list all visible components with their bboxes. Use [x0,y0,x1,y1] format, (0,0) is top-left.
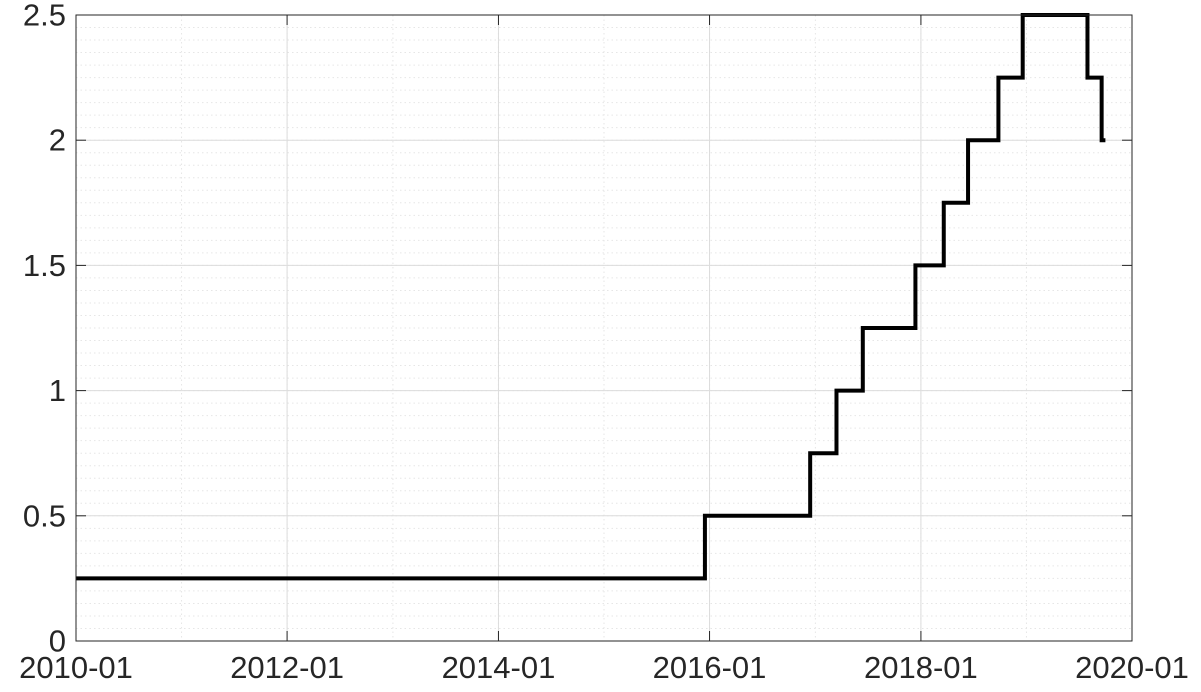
y-tick-label: 2 [49,123,66,158]
x-tick-label: 2018-01 [864,650,978,685]
tick-marks [75,14,1133,642]
series-line [76,13,1106,581]
y-tick-label: 1 [49,373,66,408]
y-tick-label: 0.5 [23,498,66,533]
y-tick-label: 1.5 [23,248,66,283]
y-axis: 0 0.5 1 1.5 2 2.5 [23,0,66,659]
x-tick-label: 2020-01 [1075,650,1189,685]
x-tick-label: 2014-01 [442,650,556,685]
y-tick-label: 0 [49,624,66,659]
x-axis: 2010-01 2012-01 2014-01 2016-01 2018-01 2020-… [19,650,1189,685]
axes-box [75,14,1133,642]
x-tick-label: 2016-01 [653,650,767,685]
minor-grid [75,14,1133,642]
x-tick-label: 2010-01 [19,650,133,685]
plot-area [75,13,1133,642]
y-tick-label: 2.5 [23,0,66,33]
x-tick-label: 2012-01 [230,650,344,685]
